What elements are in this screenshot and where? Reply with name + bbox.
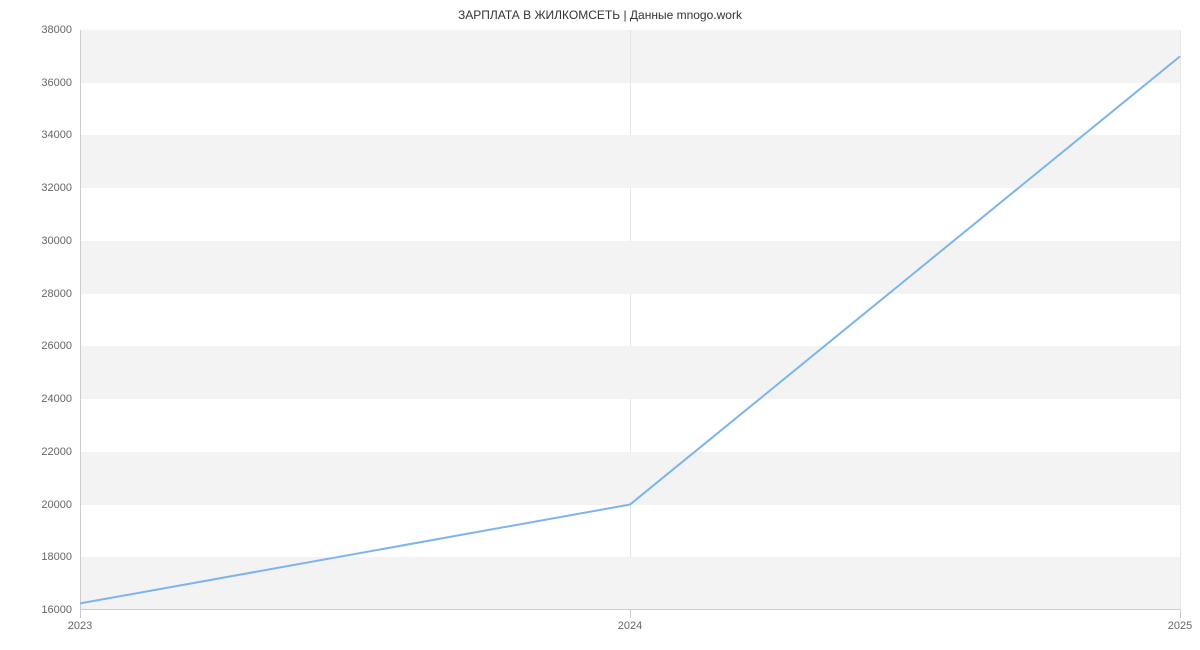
x-tick-mark xyxy=(1180,610,1181,618)
chart-title: ЗАРПЛАТА В ЖИЛКОМСЕТЬ | Данные mnogo.wor… xyxy=(0,8,1200,22)
x-grid-line xyxy=(1180,30,1181,610)
y-tick-label: 38000 xyxy=(41,24,72,36)
x-tick-label: 2023 xyxy=(68,620,92,632)
x-tick-mark xyxy=(80,610,81,618)
line-series-layer xyxy=(80,30,1180,610)
y-tick-label: 28000 xyxy=(41,288,72,300)
plot-area: 1600018000200002200024000260002800030000… xyxy=(80,30,1180,610)
x-tick-mark xyxy=(630,610,631,618)
y-tick-label: 20000 xyxy=(41,499,72,511)
x-tick-label: 2024 xyxy=(618,620,642,632)
y-tick-label: 16000 xyxy=(41,604,72,616)
y-tick-label: 18000 xyxy=(41,551,72,563)
y-tick-label: 24000 xyxy=(41,393,72,405)
y-tick-label: 32000 xyxy=(41,182,72,194)
chart-container: ЗАРПЛАТА В ЖИЛКОМСЕТЬ | Данные mnogo.wor… xyxy=(0,0,1200,650)
y-tick-label: 34000 xyxy=(41,129,72,141)
y-tick-label: 22000 xyxy=(41,446,72,458)
series-line-salary xyxy=(80,56,1180,603)
x-tick-label: 2025 xyxy=(1168,620,1192,632)
y-tick-label: 36000 xyxy=(41,77,72,89)
y-tick-label: 30000 xyxy=(41,235,72,247)
y-tick-label: 26000 xyxy=(41,340,72,352)
